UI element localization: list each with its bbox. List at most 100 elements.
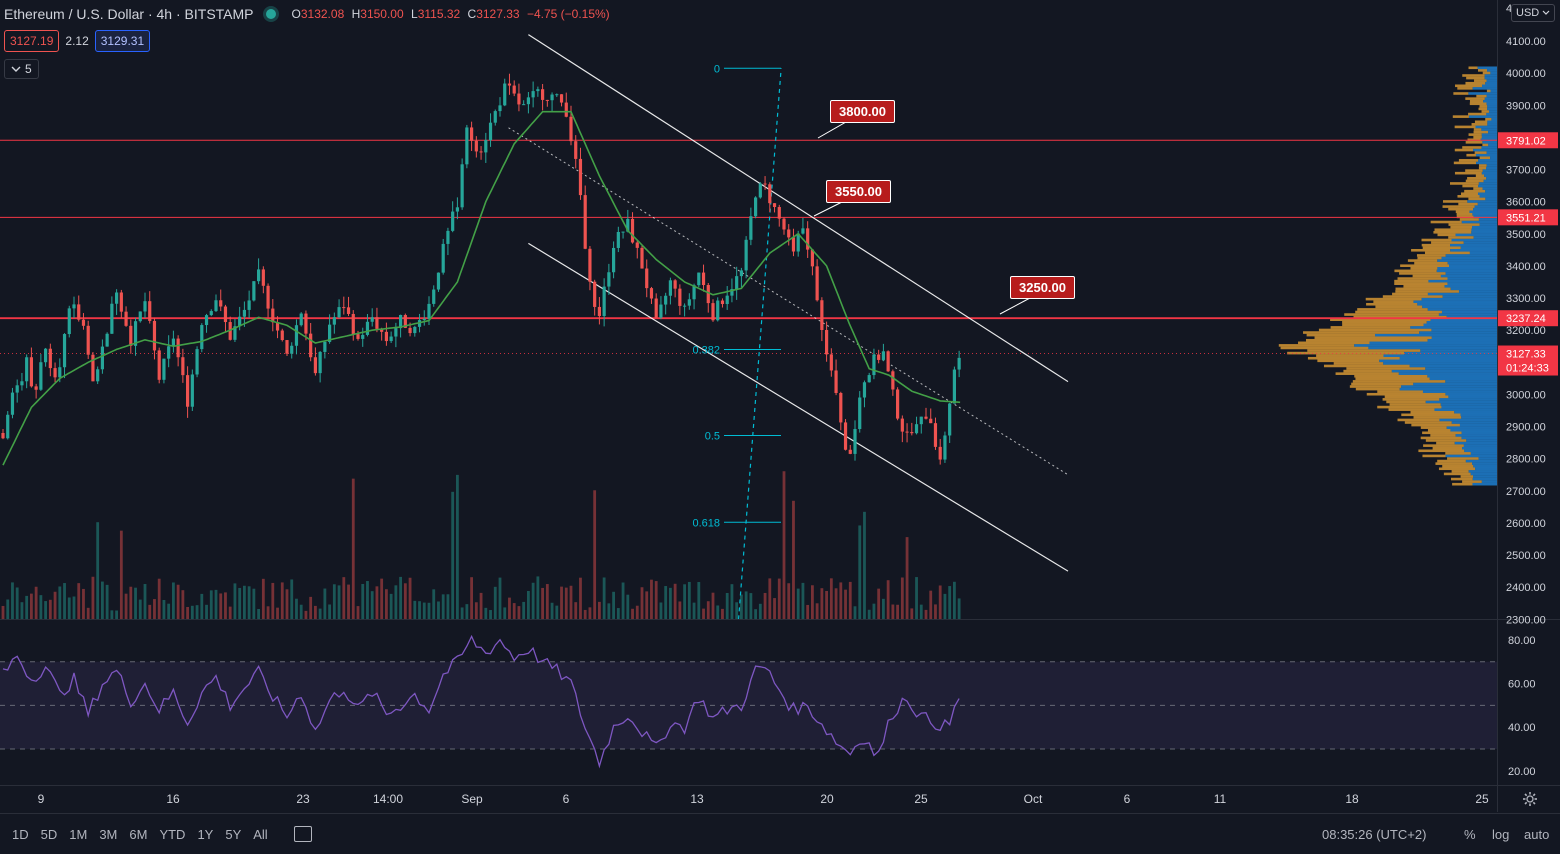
log-toggle[interactable]: log xyxy=(1492,826,1510,842)
volume-profile-bar-up xyxy=(1479,156,1491,160)
label-leader-line xyxy=(813,201,843,217)
volume-profile-bar-down xyxy=(1484,76,1497,80)
volume-profile-bar-down xyxy=(1449,264,1497,268)
level-label-3550[interactable]: 3550.00 xyxy=(826,180,891,203)
volume-profile-bar-down xyxy=(1471,228,1497,232)
candle-body xyxy=(493,111,497,123)
volume-bar xyxy=(621,582,625,619)
volume-bar xyxy=(460,607,464,619)
volume-profile-bar-down xyxy=(1467,200,1497,203)
volume-profile-bar-up xyxy=(1422,431,1462,435)
volume-profile-bar-up xyxy=(1353,315,1447,319)
candle-body xyxy=(138,311,142,322)
volume-bar xyxy=(252,588,256,619)
volume-profile-bar-up xyxy=(1305,338,1428,342)
candle-body xyxy=(806,228,810,250)
volume-profile-bar-down xyxy=(1434,408,1497,411)
indicators-toggle[interactable]: 5 xyxy=(4,59,39,79)
volume-bar xyxy=(631,608,634,619)
volume-profile-bar-up xyxy=(1486,89,1491,93)
candle-body xyxy=(190,374,194,407)
candle-body xyxy=(48,348,52,369)
volume-bar xyxy=(919,604,923,619)
level-label-3250[interactable]: 3250.00 xyxy=(1010,276,1075,299)
horizontal-levels[interactable] xyxy=(0,121,1497,355)
clock[interactable]: 08:35:26 (UTC+2) xyxy=(1322,826,1427,842)
range-1y[interactable]: 1Y xyxy=(197,826,214,842)
descending-channel[interactable] xyxy=(508,34,1069,572)
percent-toggle[interactable]: % xyxy=(1464,826,1476,842)
volume-profile-bar-down xyxy=(1472,462,1497,465)
price-tick: 3900.00 xyxy=(1506,100,1546,112)
candle-body xyxy=(488,122,493,141)
candle-body xyxy=(399,314,403,329)
volume-bar xyxy=(361,583,365,619)
volume-profile-bar-down xyxy=(1477,66,1497,70)
candle-body xyxy=(569,116,573,142)
candle-body xyxy=(408,327,412,334)
volume-profile-bar-down xyxy=(1431,336,1497,339)
candle-body xyxy=(275,322,280,331)
volume-bar xyxy=(512,603,516,619)
ema-line xyxy=(2,110,961,466)
volume-profile-bar-up xyxy=(1462,480,1482,483)
fib-level-label: 0 xyxy=(714,63,720,75)
candle-body xyxy=(531,91,535,98)
level-label-3800[interactable]: 3800.00 xyxy=(830,100,895,123)
gear-icon[interactable] xyxy=(1522,791,1538,807)
volume-bar xyxy=(11,582,14,619)
volume-profile-bar-up xyxy=(1448,223,1480,226)
candle-body xyxy=(862,382,867,398)
volume-profile-bar-up xyxy=(1354,374,1428,378)
auto-toggle[interactable]: auto xyxy=(1524,826,1550,842)
candle-body xyxy=(238,316,242,327)
buy-button[interactable]: 3129.31 xyxy=(94,30,151,52)
candle-body xyxy=(881,351,885,360)
range-all[interactable]: All xyxy=(253,826,268,842)
volume-bar xyxy=(101,581,104,619)
candle-body xyxy=(323,341,327,352)
volume-profile-bar-down xyxy=(1472,482,1497,486)
volume-bar xyxy=(162,599,166,619)
volume-profile-bar-up xyxy=(1420,436,1462,440)
volume-bar xyxy=(105,584,109,619)
currency-select[interactable]: USD xyxy=(1511,4,1556,22)
volume-profile-bar-down xyxy=(1482,141,1497,144)
candle-body xyxy=(512,85,516,94)
fib-retracement[interactable]: 0 0.382 0.5 0.618 xyxy=(692,63,782,620)
range-3m[interactable]: 3M xyxy=(99,826,118,842)
volume-profile-bar-down xyxy=(1469,251,1497,255)
candle-body xyxy=(309,333,313,358)
candle-body xyxy=(67,308,71,335)
volume-bar xyxy=(257,608,260,619)
volume-profile-bar-up xyxy=(1421,238,1452,242)
candle-body xyxy=(204,315,209,326)
candle-body xyxy=(91,354,95,382)
volume-profile-bar-up xyxy=(1462,184,1479,188)
candle-body xyxy=(664,295,668,305)
range-5d[interactable]: 5D xyxy=(40,826,58,842)
volume-bar xyxy=(91,576,95,619)
high-value: 3150.00 xyxy=(360,7,404,21)
range-5y[interactable]: 5Y xyxy=(225,826,242,842)
volume-profile-bar-up xyxy=(1351,382,1414,386)
range-1d[interactable]: 1D xyxy=(12,826,29,842)
volume-profile-bar-up xyxy=(1442,205,1475,208)
chart-header: Ethereum / U.S. Dollar · 4h · BITSTAMP O… xyxy=(0,0,614,28)
symbol-title[interactable]: Ethereum / U.S. Dollar · 4h · BITSTAMP xyxy=(4,6,254,22)
calendar-icon[interactable] xyxy=(293,826,312,842)
sell-button[interactable]: 3127.19 xyxy=(4,30,60,52)
volume-profile-bar-up xyxy=(1389,403,1441,406)
range-ytd[interactable]: YTD xyxy=(159,826,186,842)
volume-profile-bar-down xyxy=(1445,272,1497,275)
range-6m[interactable]: 6M xyxy=(129,826,148,842)
volume-profile-bar-up xyxy=(1478,166,1487,170)
range-1m[interactable]: 1M xyxy=(69,826,88,842)
volume-profile-bar-up xyxy=(1474,79,1487,82)
volume-bar xyxy=(266,606,270,619)
volume-bar xyxy=(910,608,914,619)
candle-body xyxy=(668,280,672,296)
volume-profile-bar-down xyxy=(1481,128,1497,131)
candle-body xyxy=(498,105,502,112)
